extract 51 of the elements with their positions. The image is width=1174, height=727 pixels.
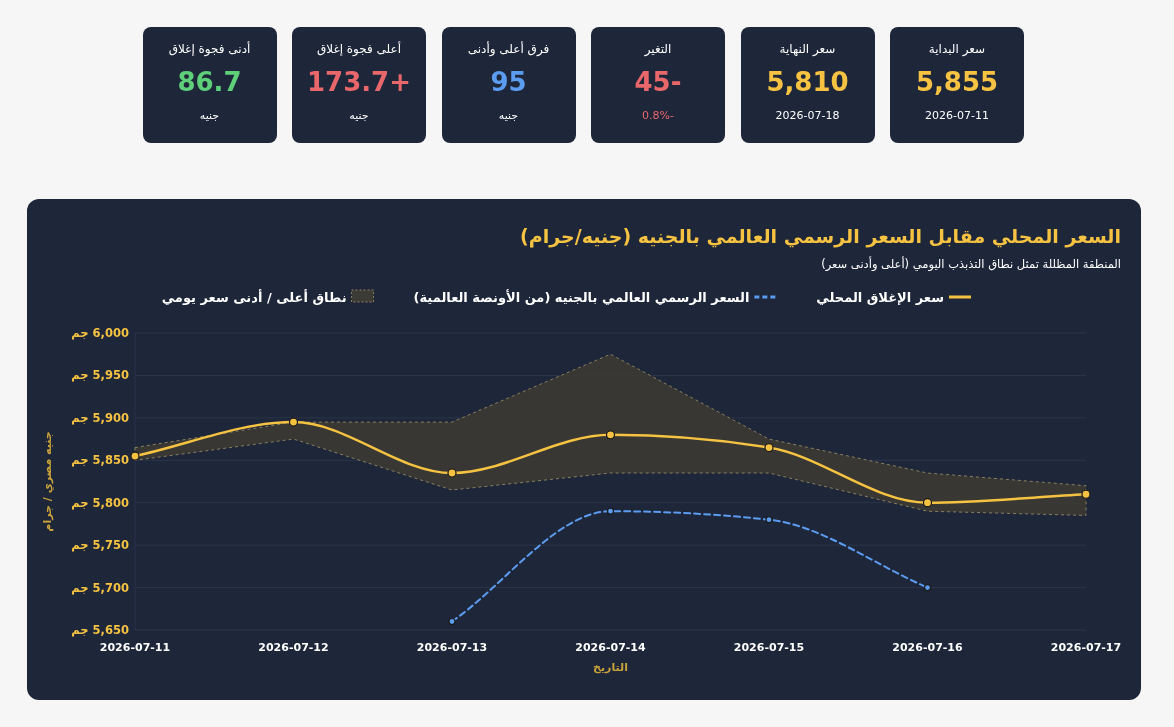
chart-subtitle: المنطقة المظللة تمثل نطاق التذبذب اليومي (أعلى وأدنى سعر) — [821, 256, 1121, 272]
data-label: 95 — [489, 67, 528, 97]
point — [447, 468, 457, 478]
point — [606, 507, 615, 515]
point — [765, 516, 773, 524]
y-tick-label: 5,750 جم — [71, 538, 129, 553]
point — [130, 451, 140, 461]
point — [288, 417, 299, 427]
data-label: 5,810 — [765, 67, 850, 97]
data-label: 5,855 — [914, 67, 1000, 97]
text: 2026-07-11 — [924, 109, 990, 122]
x-axis-title: التاريخ — [593, 661, 628, 674]
y-tick-label: 5,950 جم — [71, 368, 129, 383]
data-label: 86.7 — [176, 67, 243, 97]
data-label: -45 — [633, 67, 683, 97]
category-label: فرق أعلى وأدنى — [466, 42, 551, 56]
text: جنيه — [198, 109, 221, 122]
text: جنيه — [348, 109, 370, 122]
x-tick-label: 2026-07-13 — [416, 641, 488, 654]
y-tick-label: 5,700 جم — [71, 580, 129, 595]
text: نطاق أعلى / أدنى سعر يومي — [161, 289, 347, 305]
legend-label: السعر الرسمي العالمي بالجنيه (من الأونصة العالمية) — [413, 289, 750, 305]
chart-title: السعر المحلي مقابل السعر الرسمي العالمي بالجنيه (جنيه/جرام) — [520, 225, 1121, 248]
text: 2026-07-18 — [774, 109, 841, 122]
y-axis-title: جنيه مصري / جرام — [41, 431, 54, 532]
x-tick-label: 2026-07-11 — [99, 641, 171, 654]
category-label: سعر البداية — [927, 42, 987, 56]
category-label: سعر النهاية — [778, 42, 837, 56]
point — [448, 617, 456, 626]
category-label: أعلى فجوة إغلاق — [315, 42, 403, 56]
x-tick-label: 2026-07-12 — [258, 641, 329, 654]
y-tick-label: 5,900 جم — [71, 410, 129, 425]
y-tick-label: 5,850 جم — [71, 453, 129, 468]
legend-label: سعر الإغلاق المحلي — [816, 290, 944, 305]
x-tick-label: 2026-07-15 — [733, 641, 805, 654]
y-tick-label: 5,800 جم — [71, 495, 129, 510]
point — [923, 583, 932, 592]
point — [764, 442, 774, 453]
text: -0.8% — [641, 109, 675, 122]
x-tick-label: 2026-07-14 — [575, 641, 647, 654]
y-tick-label: 6,000 جم — [71, 326, 129, 340]
category-label: التغير — [643, 42, 673, 56]
x-tick-label: 2026-07-17 — [1050, 641, 1122, 654]
text: جنيه — [497, 109, 520, 122]
point — [1081, 489, 1091, 499]
point — [922, 498, 933, 508]
point — [605, 430, 616, 440]
y-tick-label: 5,650 جم — [71, 623, 129, 637]
x-tick-label: 2026-07-16 — [892, 641, 964, 654]
data-label: +173.7 — [305, 67, 412, 97]
category-label: أدنى فجوة إغلاق — [167, 42, 252, 56]
